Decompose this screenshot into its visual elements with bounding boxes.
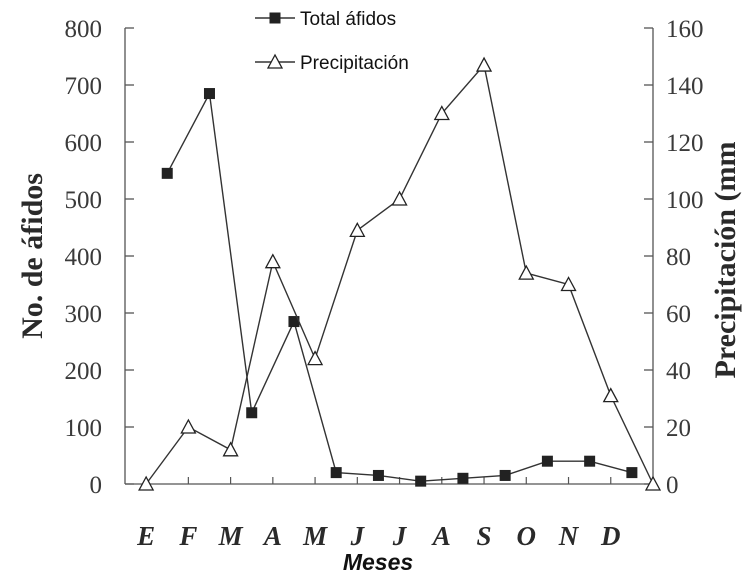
series-precipitacion — [138, 56, 662, 491]
y2-tick-label: 140 — [666, 73, 704, 100]
data-point — [457, 472, 469, 484]
series-total-afidos — [161, 88, 638, 487]
data-point — [560, 276, 577, 292]
series-layer — [138, 56, 662, 491]
x-tick-label: A — [431, 521, 451, 551]
y-axis-title: No. de áfidos — [16, 173, 49, 339]
data-point — [644, 475, 662, 491]
data-point — [161, 167, 173, 179]
x-tick-label: M — [218, 521, 244, 551]
series-line — [145, 63, 654, 485]
y2-tick-label: 100 — [666, 187, 704, 214]
data-point — [415, 475, 427, 487]
x-tick-label: N — [558, 521, 580, 551]
data-point — [372, 469, 384, 481]
y-tick-label: 0 — [90, 472, 103, 499]
x-tick-label: D — [600, 521, 621, 551]
data-point — [222, 441, 239, 457]
legend-label: Total áfidos — [300, 9, 396, 30]
y-tick-label: 700 — [65, 73, 103, 100]
x-tick-label: F — [178, 521, 197, 551]
x-tick-label: O — [517, 521, 537, 551]
legend-item: Total áfidos — [255, 9, 396, 30]
y-tick-label: 500 — [65, 187, 103, 214]
legend-item: Precipitación — [255, 53, 409, 74]
y2-tick-label: 0 — [666, 472, 679, 499]
y-tick-label: 600 — [65, 130, 103, 157]
series-line — [166, 91, 633, 482]
y-tick-label: 400 — [65, 244, 103, 271]
y2-tick-label: 160 — [666, 16, 704, 43]
x-tick-label: J — [350, 521, 366, 551]
data-point — [349, 221, 366, 238]
legend-marker — [269, 12, 281, 24]
data-point — [264, 253, 281, 269]
data-point — [499, 469, 511, 481]
x-tick-label: A — [262, 521, 282, 551]
data-point — [518, 264, 535, 280]
data-point — [288, 316, 300, 328]
axes: 0 100 200 300 400 500 600 700 800 0 20 40 60 80 100 120… — [65, 16, 704, 551]
data-point — [433, 105, 450, 121]
data-point — [203, 88, 215, 100]
y-tick-label: 800 — [65, 16, 103, 43]
data-point — [602, 387, 619, 403]
data-point — [330, 467, 342, 479]
legend: Total áfidos Precipitación — [255, 9, 409, 74]
data-point — [541, 455, 553, 467]
data-point — [180, 418, 197, 434]
legend-marker — [266, 53, 284, 69]
y2-tick-label: 40 — [666, 358, 691, 385]
data-point — [391, 190, 408, 206]
x-tick-label: J — [392, 521, 408, 551]
x-tick-label: S — [477, 521, 492, 551]
legend-label: Precipitación — [300, 53, 409, 74]
data-point — [626, 467, 638, 479]
y2-tick-label: 60 — [666, 301, 691, 328]
y-tick-label: 200 — [65, 358, 103, 385]
data-point — [306, 350, 324, 366]
y2-tick-label: 80 — [666, 244, 691, 271]
y2-axis-title: Precipitación (mm — [709, 142, 742, 379]
y2-tick-label: 20 — [666, 415, 691, 442]
x-axis-title: Meses — [343, 549, 413, 574]
data-point — [584, 455, 596, 467]
y-tick-label: 300 — [65, 301, 103, 328]
data-point — [475, 56, 493, 72]
x-tick-label: M — [302, 521, 328, 551]
y2-tick-label: 120 — [666, 130, 704, 157]
x-tick-label: E — [136, 521, 155, 551]
data-point — [246, 407, 258, 419]
y-tick-label: 100 — [65, 415, 103, 442]
data-point — [138, 475, 155, 491]
